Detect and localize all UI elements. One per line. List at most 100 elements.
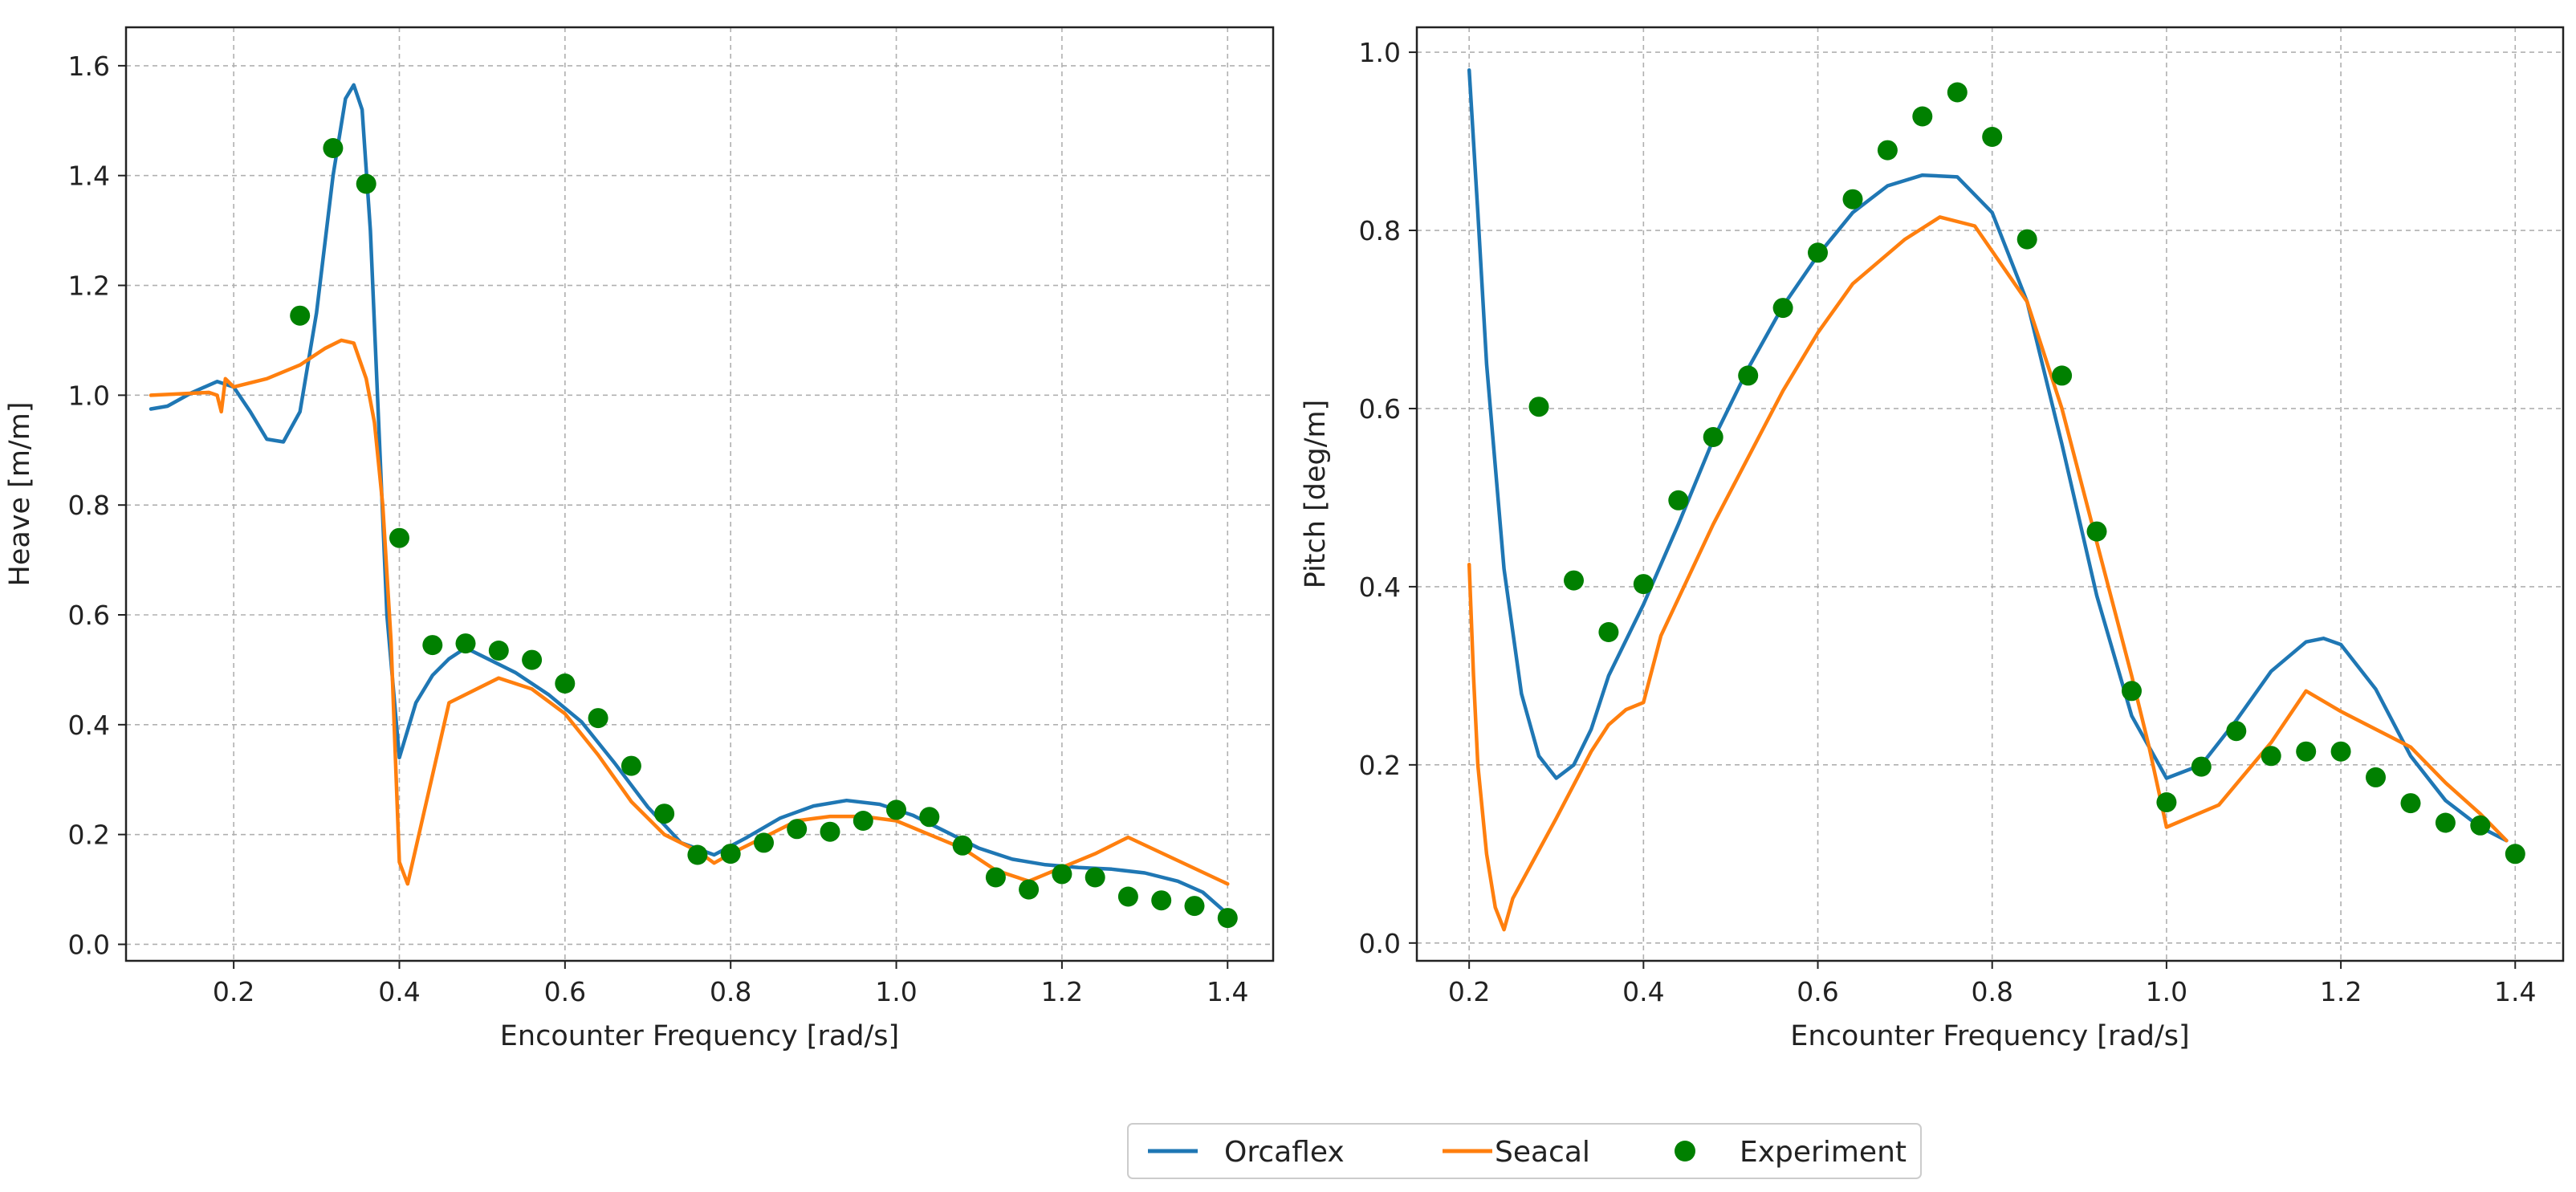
heave-experiment-point [389,527,409,548]
heave-experiment-point [1217,908,1238,929]
heave-experiment-point [687,844,708,865]
heave-experiment-point [323,138,344,158]
heave-x-tick-label: 0.8 [710,976,751,1007]
heave-y-tick-label: 0.4 [68,710,110,741]
pitch-experiment-point [1947,82,1968,103]
pitch-experiment-point [1528,397,1549,417]
pitch-y-tick-label: 0.0 [1359,928,1401,959]
pitch-experiment-point [1668,490,1689,511]
heave-series [149,83,1238,929]
heave-experiment-point [1085,867,1105,888]
pitch-chart: 0.2 0.4 0.6 0.8 1.0 1.2 1.40.00.20.40.60.81.0 … [1300,26,2565,1052]
heave-y-tick-label: 0.6 [68,600,110,631]
legend-experiment-label: Experiment [1740,1136,1907,1169]
pitch-x-tick-label: 1.0 [2146,976,2187,1007]
heave-experiment-point [919,807,940,828]
heave-experiment-point [555,673,576,694]
pitch-experiment-point [1912,106,1933,127]
pitch-experiment-point [2016,229,2037,250]
heave-x-tick-label: 0.2 [213,976,254,1007]
pitch-experiment-point [2435,812,2456,833]
heave-x-tick-label: 0.6 [544,976,586,1007]
legend: Orcaflex Seacal Experiment [1127,1123,1922,1179]
pitch-experiment-point [2226,721,2247,742]
pitch-experiment-point [2470,815,2491,836]
pitch-plot-frame [1415,26,2565,962]
heave-y-tick-label: 1.4 [68,161,110,192]
pitch-experiment-point [2330,741,2351,762]
pitch-x-tick-label: 0.6 [1797,976,1838,1007]
pitch-experiment-point [2122,681,2142,702]
heave-experiment-point [522,649,543,670]
pitch-experiment-point [1703,427,1723,447]
pitch-experiment-point [2400,793,2421,814]
heave-experiment-point [488,641,509,661]
heave-seacal-line [149,338,1230,886]
heave-y-tick-label: 1.6 [68,51,110,82]
heave-experiment-point [588,708,608,729]
pitch-seacal-line [1467,215,2509,932]
pitch-experiment-point [2086,521,2107,542]
pitch-experiment-point [1564,570,1584,591]
pitch-x-tick-label: 0.4 [1622,976,1664,1007]
heave-experiment-point [1184,896,1205,917]
legend-orcaflex-label: Orcaflex [1224,1136,1345,1169]
pitch-x-tick-label: 1.4 [2494,976,2536,1007]
heave-experiment-point [356,173,376,194]
pitch-experiment-point [1808,242,1828,263]
heave-experiment-point [1019,879,1040,900]
pitch-series [1467,68,2525,932]
pitch-experiment-point [2261,746,2281,767]
heave-experiment-point [720,844,741,865]
heave-x-tick-label: 1.2 [1041,976,1083,1007]
heave-experiment-point [1151,890,1172,911]
heave-experiment-point [290,305,311,326]
pitch-experiment-point [2191,756,2212,777]
pitch-y-tick-label: 0.2 [1359,750,1401,781]
heave-experiment-point [654,803,675,824]
pitch-experiment-point [2156,792,2177,812]
heave-experiment-point [621,755,641,776]
pitch-experiment-point [1772,298,1793,319]
heave-y-tick-label: 0.8 [68,490,110,521]
heave-x-tick-label: 1.0 [875,976,917,1007]
pitch-experiment-point [2505,844,2525,865]
pitch-experiment-point [2296,741,2317,762]
pitch-y-tick-label: 1.0 [1359,37,1401,68]
heave-experiment-point [985,867,1006,888]
heave-experiment-point [952,835,973,856]
pitch-x-axis-label: Encounter Frequency [rad/s] [1790,1020,2189,1052]
legend-seacal-label: Seacal [1495,1136,1590,1169]
pitch-x-tick-label: 0.8 [1971,976,2012,1007]
pitch-y-tick-label: 0.6 [1359,393,1401,425]
pitch-y-axis-label: Pitch [deg/m] [1300,400,1332,589]
heave-chart: 0.2 0.4 0.6 0.8 1.0 1.2 1.4 0.0 0.2 0.4 0.6 0.8 1.0 1… [4,26,1275,1052]
heave-experiment-point [787,819,808,840]
pitch-experiment-point [1598,622,1619,642]
heave-y-tick-label: 1.0 [68,380,110,411]
legend-box [1127,1123,1922,1179]
heave-y-tick-label: 0.0 [68,929,110,960]
pitch-y-tick-label: 0.4 [1359,572,1401,603]
pitch-experiment-point [1877,140,1898,161]
pitch-y-tick-label: 0.8 [1359,215,1401,246]
heave-y-tick-label: 1.2 [68,271,110,302]
pitch-experiment-point [1633,574,1654,595]
heave-plot-frame [124,26,1275,962]
pitch-experiment-point [1982,127,2003,147]
pitch-experiment-point [1842,189,1863,210]
heave-experiment-point [853,811,873,831]
heave-experiment-point [1052,864,1072,885]
heave-experiment-point [754,832,774,853]
heave-x-axis-label: Encounter Frequency [rad/s] [500,1020,899,1052]
pitch-x-tick-label: 0.2 [1448,976,1490,1007]
heave-y-tick-label: 0.2 [68,820,110,851]
legend-experiment-marker [1675,1141,1695,1161]
pitch-experiment-point [2052,365,2073,386]
heave-experiment-point [1117,886,1138,907]
heave-experiment-point [422,635,443,656]
pitch-orcaflex-line [1467,68,2509,843]
pitch-ticks: 0.2 0.4 0.6 0.8 1.0 1.2 1.4 0.0 0.2 0.4 0.6 0.8 1.0 [1359,37,2537,1007]
heave-experiment-point [455,633,476,654]
heave-ticks: 0.2 0.4 0.6 0.8 1.0 1.2 1.4 0.0 0.2 0.4 0.6 0.8 1.0 1… [68,51,1249,1007]
